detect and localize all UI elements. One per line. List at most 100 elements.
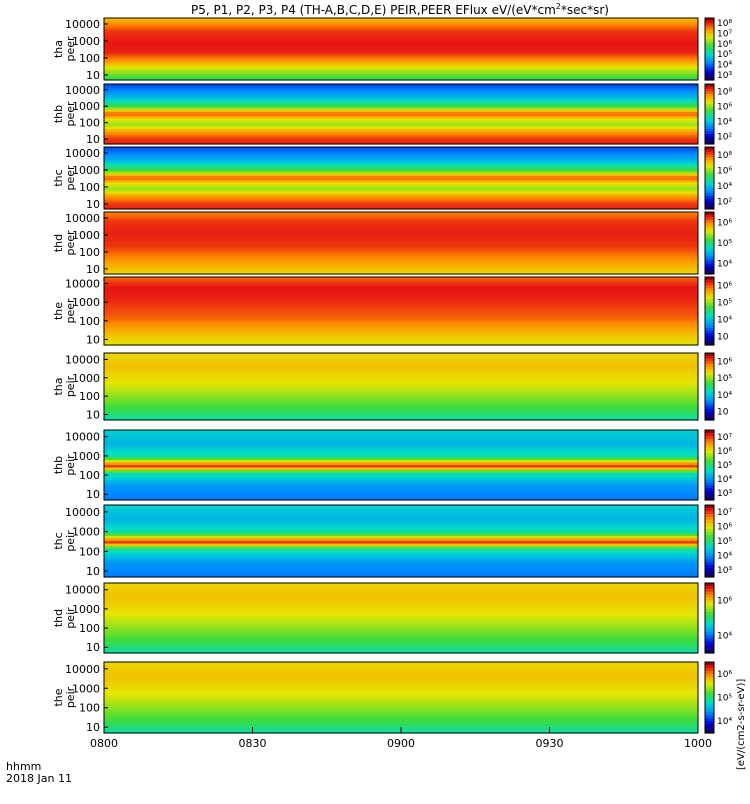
colorbar-tick-label: 10⁶ [717,670,732,680]
colorbar-tick-label: 10⁴ [717,551,732,561]
heatmap [104,430,698,501]
colorbar-tick-label: 10⁴ [717,316,732,326]
colorbar-tick-label: 10³ [717,566,732,576]
colorbar-tick-label: 10⁷ [717,508,732,518]
colorbar-tick-label: 10² [717,197,732,207]
colorbar-tick-label: 10⁸ [717,19,732,29]
y-tick-label: 10000 [65,278,100,291]
panel-label-product: peer [64,298,77,324]
colorbar-tick-label: 10⁴ [717,61,732,71]
y-tick-label: 100 [79,545,100,558]
panel-thb-peir: 10100100010000thbpeir10³10⁴10⁵10⁶10⁷ [52,430,732,501]
y-tick-label: 10 [86,641,100,654]
colorbar-tick-label: 10⁴ [717,717,732,727]
y-tick-label: 10000 [65,506,100,519]
y-tick-label: 10000 [65,663,100,676]
x-tick-label: 0930 [536,737,564,750]
y-tick-label: 100 [79,52,100,65]
panel-label: thapeer [52,36,77,62]
panel-label-product: peir [64,375,77,397]
colorbar: 10² 10⁴ 10⁶ 10⁸ [705,147,732,210]
colorbar-tick-label: 10⁴ [717,391,732,401]
colorbar-tick-label: 10⁵ [717,50,732,60]
colorbar: 10⁴ 10⁵ 10⁶ [705,212,732,275]
x-tick-label: 0830 [239,737,267,750]
y-tick-label: 10000 [65,584,100,597]
colorbar-tick-label: 10⁵ [717,239,732,249]
colorbar-tick-label: 10⁶ [717,282,732,292]
y-tick-label: 10 [86,565,100,578]
colorbar-tick-label: 10⁵ [717,537,732,547]
panel-label: thbpeer [52,101,77,127]
x-tick-label: 0900 [387,737,415,750]
heatmap [104,212,698,275]
panel-label: thcpeir [52,530,77,552]
x-tick-label: 0800 [90,737,118,750]
panel-tha-peir: 10100100010000thapeir10⁳10⁴10⁵10⁶ [52,353,732,421]
colorbar-tick-label: 10⁵ [717,694,732,704]
colorbar-tick-label: 10⁶ [717,103,732,113]
colorbar-tick-label: 10⁴ [717,118,732,128]
footer-date: 2018 Jan 11 [6,772,72,785]
colorbar-tick-label: 10⁴ [717,632,732,642]
heatmap [104,84,698,145]
colorbar-tick-label: 10⁴ [717,475,732,485]
colorbar-tick-label: 10⁸ [717,151,732,161]
colorbar-tick-label: 10⁶ [717,40,732,50]
colorbar-tick-label: 10⁵ [717,461,732,471]
colorbar: 10³10⁴10⁵10⁶10⁷ [705,430,732,501]
y-tick-label: 10 [86,333,100,346]
panel-label: thapeir [52,375,77,397]
heatmap [104,662,698,734]
colorbar: 10² 10⁴ 10⁶ 10⁸ [705,84,732,145]
panel-label-product: peir [64,607,77,629]
colorbar-tick-label: 10² [717,133,732,143]
y-tick-label: 100 [79,622,100,635]
panel-label-product: peir [64,454,77,476]
heatmap [104,147,698,210]
panel-label: thdpeer [52,230,77,256]
panel-stack: 10100100010000thapeer10³10⁴10⁵10⁶10⁷10⁸1… [52,18,732,734]
x-tick-label: 1000 [684,737,712,750]
panel-label: thepeer [52,298,77,324]
y-tick-label: 10 [86,488,100,501]
colorbar-tick-label: 10⁶ [717,357,732,367]
colorbar-tick-label: 10⁶ [717,166,732,176]
colorbar: 10⁳ 10⁴ 10⁵ 10⁶ [705,277,732,346]
y-tick-label: 100 [79,246,100,259]
heatmap [104,583,698,654]
colorbar: 10⁴10⁶ [705,583,732,654]
panel-the-peir: 10100100010000thepeir10⁴10⁵10⁶ [52,662,732,734]
colorbar: 10³10⁴10⁵10⁶10⁷ [705,505,732,578]
heatmap [104,353,698,421]
colorbar-unit-label: [eV/(cm2-s-sr-eV)] [736,679,747,770]
y-tick-label: 100 [79,315,100,328]
panel-the-peer: 10100100010000thepeer10⁳10⁴10⁵10⁶ [52,277,732,346]
colorbar-tick-label: 10⁳ [717,333,729,343]
colorbar-tick-label: 10⁳ [717,408,729,418]
y-tick-label: 10000 [65,353,100,366]
colorbar-tick-label: 10³ [717,71,732,81]
panel-thb-peer: 10100100010000thbpeer10²10⁴10⁶10⁸ [52,84,732,146]
title-tail: *sec*sr) [561,3,609,17]
panel-label-product: peer [64,36,77,62]
panel-label: thepeir [52,686,77,708]
y-tick-label: 10 [86,69,100,82]
y-tick-label: 100 [79,390,100,403]
colorbar-tick-label: 10⁴ [717,260,732,270]
panel-thc-peir: 10100100010000thcpeir10³10⁴10⁵10⁶10⁷ [52,505,732,578]
colorbar-tick-label: 10⁶ [717,218,732,228]
panel-thd-peir: 10100100010000thdpeir10⁴10⁶ [52,583,732,654]
panel-tha-peer: 10100100010000thapeer10³10⁴10⁵10⁶10⁷10⁸ [52,18,732,82]
y-tick-label: 10000 [65,212,100,225]
panel-label-product: peir [64,530,77,552]
y-tick-label: 10 [86,133,100,146]
title-main: P5, P1, P2, P3, P4 (TH-A,B,C,D,E) PEIR,P… [191,3,556,17]
panel-label-product: peer [64,101,77,127]
y-tick-label: 10 [86,721,100,734]
heatmap [104,18,698,81]
y-tick-label: 10000 [65,18,100,31]
figure-title: P5, P1, P2, P3, P4 (TH-A,B,C,D,E) PEIR,P… [191,2,609,17]
